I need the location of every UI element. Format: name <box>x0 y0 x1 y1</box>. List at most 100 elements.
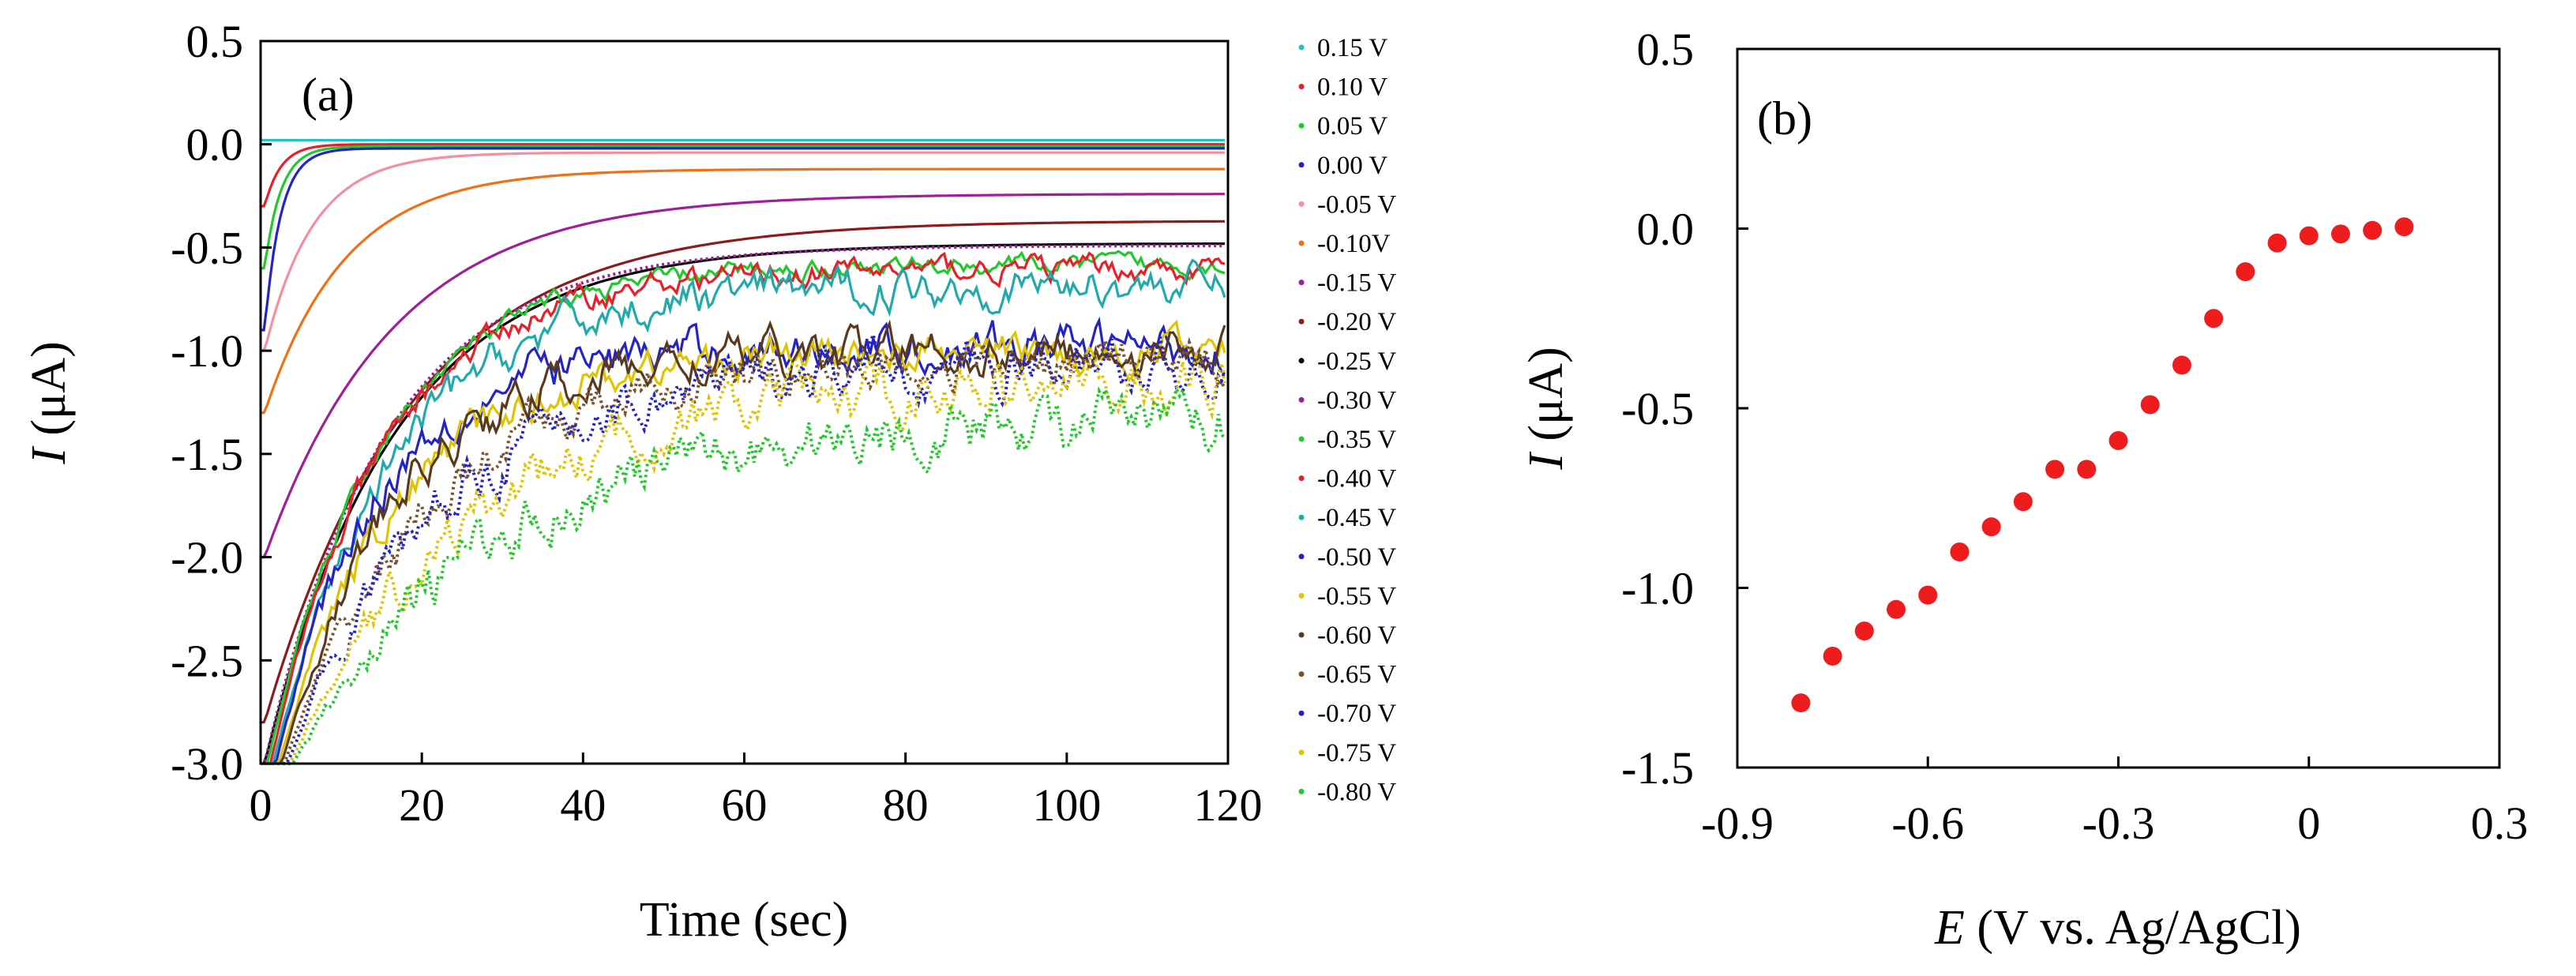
chart-b-ticks <box>1736 47 2501 769</box>
chart-a-series-line <box>261 147 1225 332</box>
chart-a-legend-label: -0.80 V <box>1317 778 1396 806</box>
chart-b: -0.9 -0.6 -0.3 0 0.3 0.50.0-0.5-1.0-1.5 (b) … <box>1519 24 2528 955</box>
chart-b-y-tick-label: 0.5 <box>1637 24 1695 75</box>
chart-a-y-tick-label: -2.5 <box>171 635 243 686</box>
chart-b-data-point <box>1887 599 1906 619</box>
chart-b-points <box>1791 217 2414 713</box>
chart-a-legend-marker <box>1298 710 1305 716</box>
chart-a-series-line <box>261 258 1226 765</box>
chart-a-series-line <box>261 351 1226 765</box>
chart-a-legend-marker <box>1298 358 1305 364</box>
chart-a-series-line <box>261 244 1225 765</box>
chart-a-legend-label: -0.60 V <box>1317 621 1396 650</box>
chart-b-plot-frame <box>1736 47 2501 769</box>
chart-b-y-axis-label: I (μA) <box>1519 347 1573 470</box>
chart-a-legend-label: -0.40 V <box>1317 465 1396 494</box>
chart-a-y-tick-label: -1.5 <box>171 429 243 480</box>
chart-a-x-axis-label: Time (sec) <box>640 893 849 947</box>
chart-a-legend-marker <box>1298 514 1305 520</box>
chart-a-y-axis-label-symbol: I <box>22 445 76 465</box>
chart-a-series-line <box>261 251 1226 765</box>
chart-b-data-point <box>2363 220 2383 240</box>
chart-a-series-line <box>261 328 1226 765</box>
chart-a-legend-marker <box>1298 632 1305 638</box>
chart-a-legend-label: -0.70 V <box>1317 700 1396 728</box>
chart-b-data-point <box>2013 492 2033 512</box>
chart-b-data-point <box>2204 309 2224 328</box>
chart-a: 0 20 40 60 80 100 120 0.5 0.0 -0.5 -1.0 -1.5 -2.0 -2… <box>22 16 1396 947</box>
chart-b-x-tick-label: -0.3 <box>2082 798 2155 849</box>
chart-b-x-axis-label-symbol: E <box>1934 901 1965 955</box>
chart-a-series-line <box>261 193 1225 559</box>
chart-b-data-point <box>2045 460 2065 479</box>
chart-b-x-axis-label: E (V vs. Ag/AgCl) <box>1934 901 2301 955</box>
chart-b-data-point <box>2077 460 2097 479</box>
chart-a-legend-marker <box>1298 592 1305 599</box>
chart-a-legend-marker <box>1298 44 1305 51</box>
chart-b-y-tick-label: 0.0 <box>1637 204 1695 255</box>
chart-a-legend-marker <box>1298 475 1305 482</box>
chart-b-x-tick-labels: -0.9 -0.6 -0.3 0 0.3 <box>1701 798 2528 849</box>
chart-a-y-axis-label-unit: (μA) <box>22 341 76 448</box>
chart-a-x-tick-label: 100 <box>1032 779 1101 831</box>
chart-a-ticks <box>259 39 1230 765</box>
chart-a-legend-marker <box>1298 396 1305 403</box>
chart-b-data-point <box>1981 517 2001 537</box>
chart-a-legend-label: -0.45 V <box>1317 504 1396 532</box>
chart-b-y-tick-label: -1.0 <box>1621 563 1694 614</box>
chart-b-panel-label: (b) <box>1757 92 1812 145</box>
chart-b-data-point <box>1950 542 1970 561</box>
chart-a-x-tick-label: 20 <box>399 779 445 831</box>
chart-a-legend: 0.15 V 0.10 V 0.05 V 0.00 V -0.05 V -0.10V -0.… <box>1298 34 1396 806</box>
chart-a-x-tick-label: 40 <box>560 779 606 831</box>
chart-a-legend-label: -0.25 V <box>1317 347 1396 376</box>
chart-a-legend-label: -0.35 V <box>1317 426 1396 454</box>
chart-a-x-tick-labels: 0 20 40 60 80 100 120 <box>250 779 1263 831</box>
chart-b-data-point <box>2267 233 2287 253</box>
chart-a-x-tick-label: 60 <box>722 779 768 831</box>
chart-b-data-point <box>2394 217 2414 237</box>
chart-a-series-line <box>261 336 1226 765</box>
chart-b-data-point <box>1918 585 1938 605</box>
chart-a-series-group <box>261 138 1226 765</box>
chart-a-legend-label: -0.15 V <box>1317 269 1396 298</box>
chart-b-data-point <box>2330 224 2350 244</box>
chart-a-legend-label: 0.15 V <box>1317 34 1388 62</box>
chart-b-y-axis-label-symbol: I <box>1519 451 1573 471</box>
chart-a-legend-label: -0.10V <box>1317 230 1391 258</box>
chart-a-x-tick-label: 0 <box>250 779 272 831</box>
chart-a-legend-marker <box>1298 318 1305 325</box>
chart-a-y-tick-label: -2.0 <box>171 532 243 584</box>
chart-b-data-point <box>1854 621 1874 641</box>
chart-a-series-line <box>261 316 1226 765</box>
chart-a-series-line <box>261 151 1225 352</box>
chart-a-legend-marker <box>1298 554 1305 560</box>
chart-a-series-line <box>261 319 1226 765</box>
chart-a-x-tick-label: 80 <box>883 779 929 831</box>
chart-a-legend-marker <box>1298 436 1305 442</box>
chart-a-legend-marker <box>1298 280 1305 286</box>
chart-b-y-tick-label: -0.5 <box>1621 383 1694 434</box>
chart-a-y-tick-label: 0.5 <box>186 16 244 67</box>
chart-a-legend-marker <box>1298 788 1305 794</box>
chart-a-legend-marker <box>1298 201 1305 207</box>
chart-a-series-line <box>261 250 1226 765</box>
chart-a-legend-label: -0.55 V <box>1317 582 1396 610</box>
chart-a-legend-label: -0.20 V <box>1317 308 1396 336</box>
chart-a-legend-label: 0.00 V <box>1317 152 1388 180</box>
chart-a-legend-label: -0.50 V <box>1317 543 1396 572</box>
chart-a-y-tick-labels: 0.5 0.0 -0.5 -1.0 -1.5 -2.0 -2.5 -3.0 <box>171 16 243 790</box>
chart-a-y-tick-label: 0.0 <box>186 119 244 171</box>
chart-b-y-tick-labels: 0.5 0.0 -0.5 -1.0 -1.5 <box>1621 24 1694 794</box>
chart-a-series-line <box>261 242 1225 765</box>
chart-a-legend-marker <box>1298 749 1305 756</box>
chart-a-legend-label: 0.05 V <box>1317 112 1388 141</box>
chart-a-x-tick-label: 120 <box>1194 779 1263 831</box>
chart-a-y-tick-label: -0.5 <box>171 222 243 273</box>
chart-b-y-tick-label: -1.5 <box>1621 742 1694 794</box>
chart-a-legend-marker <box>1298 122 1305 129</box>
chart-b-data-point <box>2108 430 2128 450</box>
chart-a-legend-marker <box>1298 162 1305 168</box>
chart-b-data-point <box>1791 693 1811 713</box>
